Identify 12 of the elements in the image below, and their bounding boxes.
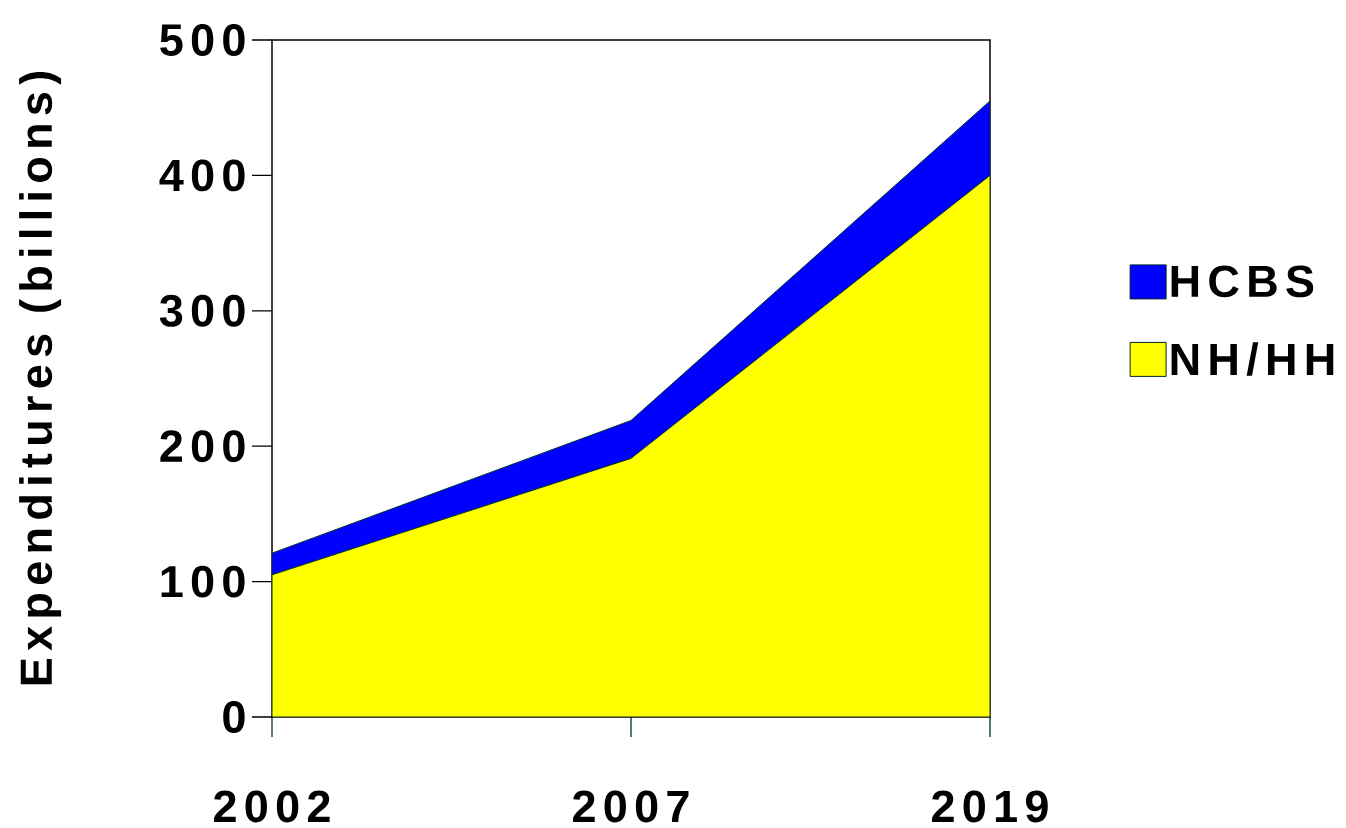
y-tick-label: 100 [161, 565, 245, 598]
y-tick-label: 400 [159, 159, 245, 192]
y-tick-label: 0 [223, 701, 245, 733]
y-axis-title: Expenditures (billions) [19, 72, 62, 685]
y-tick-label: 500 [160, 24, 245, 56]
legend-label: HCBS [1171, 265, 1314, 298]
x-tick-label: 2007 [573, 790, 689, 823]
y-tick-label: 300 [159, 294, 245, 327]
legend-label: NH/HH [1171, 342, 1334, 376]
x-tick-label: 2019 [932, 790, 1048, 823]
x-tick-label: 2002 [214, 790, 330, 823]
y-tick-label: 200 [160, 430, 245, 463]
